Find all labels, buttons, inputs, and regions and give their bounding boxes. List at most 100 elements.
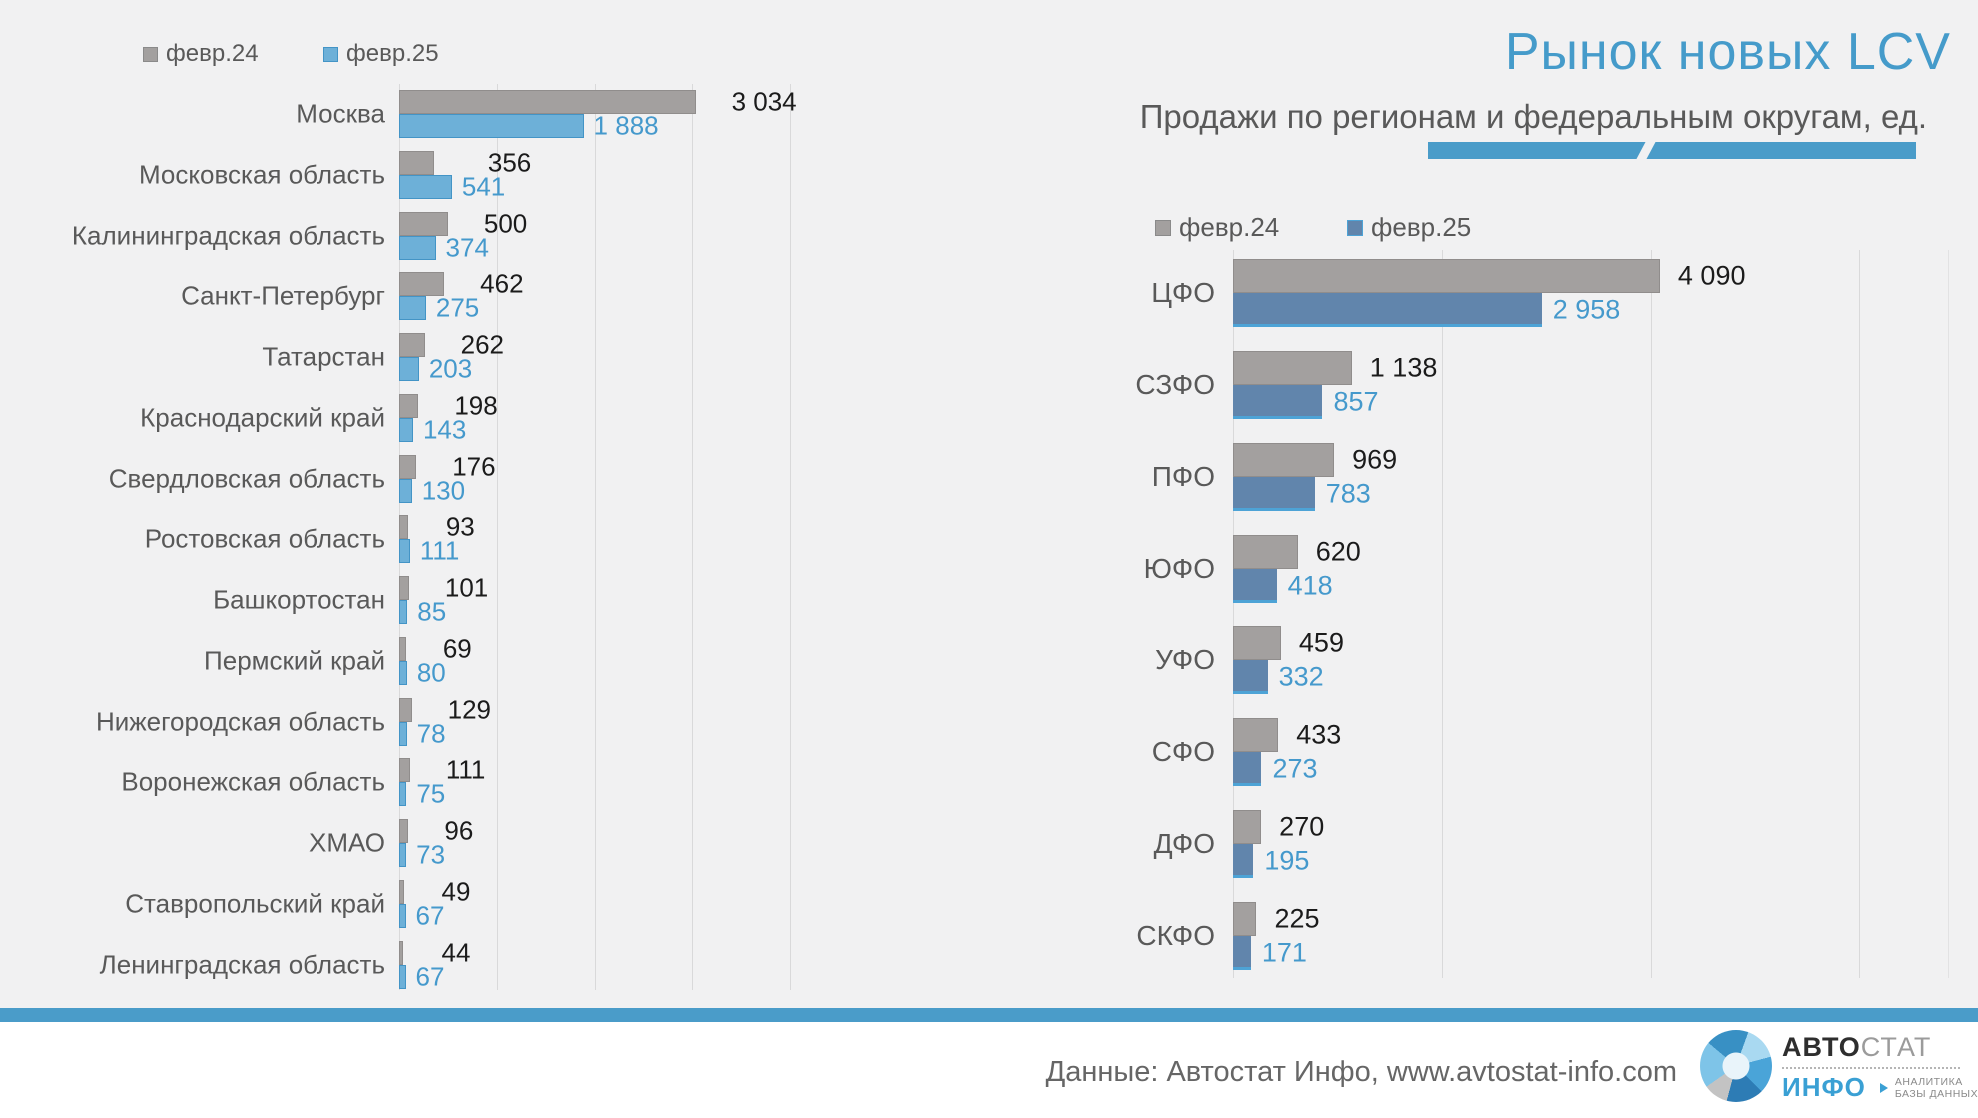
- category-label-6: ДФО: [1153, 828, 1215, 860]
- value-feb24-3: 462: [480, 268, 524, 299]
- bar-feb25-9: [399, 660, 407, 685]
- gridline-3000: [692, 84, 694, 990]
- category-label-6: Свердловская область: [108, 463, 385, 493]
- logo-dotted-divider: [1782, 1067, 1960, 1069]
- left-legend-swatch-feb25: [323, 46, 338, 62]
- bar-feb25-5: [399, 417, 413, 442]
- right-legend-swatch-feb24: [1155, 219, 1171, 236]
- value-feb24-5: 198: [454, 390, 498, 421]
- bar-feb24-7: [399, 515, 409, 540]
- bar-feb24-5: [399, 393, 419, 418]
- bar-feb25-6: [1233, 844, 1254, 879]
- category-label-12: ХМАО: [309, 827, 385, 858]
- regions-plot: [399, 84, 791, 990]
- bar-feb25-7: [399, 539, 410, 564]
- value-feb24-1: 1 138: [1369, 352, 1438, 383]
- logo-info-label: ИНФО: [1782, 1072, 1866, 1102]
- value-feb24-8: 101: [444, 572, 489, 603]
- value-feb24-1: 356: [487, 147, 532, 178]
- bar-feb24-0: [1233, 259, 1660, 293]
- right-legend-item-feb25: февр.25: [1347, 212, 1471, 243]
- value-feb25-1: 857: [1333, 386, 1379, 417]
- bar-feb25-12: [399, 843, 407, 867]
- value-feb25-2: 783: [1325, 478, 1371, 509]
- value-feb24-11: 111: [445, 754, 486, 785]
- bottom-accent-band: [0, 1008, 1978, 1022]
- value-feb24-2: 969: [1352, 444, 1398, 475]
- category-label-1: Московская область: [138, 159, 385, 190]
- bar-feb24-7: [1233, 902, 1257, 937]
- data-source-text: Данные: Автостат Инфо, www.avtostat-info…: [1045, 1056, 1677, 1088]
- value-feb24-10: 129: [447, 694, 491, 724]
- right-legend-swatch-feb25: [1347, 219, 1363, 236]
- bar-feb25-13: [399, 903, 406, 928]
- value-feb25-4: 332: [1278, 661, 1324, 692]
- bar-feb25-2: [1233, 476, 1315, 511]
- value-feb25-6: 130: [421, 475, 466, 505]
- avtostat-info-logo: АВТОСТАТ ИНФО АНАЛИТИКА БАЗЫ ДАННЫХ: [1700, 1024, 1978, 1112]
- value-feb24-4: 262: [460, 329, 504, 360]
- category-label-1: СЗФО: [1135, 368, 1215, 400]
- value-feb25-10: 78: [416, 718, 446, 748]
- page-subtitle: Продажи по регионам и федеральным округа…: [1139, 98, 1927, 135]
- value-feb24-4: 459: [1298, 627, 1344, 658]
- value-feb24-7: 93: [445, 511, 475, 542]
- gridline-2000: [594, 84, 596, 990]
- bottom-white-strip: [0, 1022, 1978, 1118]
- bar-feb24-4: [399, 333, 425, 357]
- logo-text-block: АВТОСТАТ ИНФО АНАЛИТИКА БАЗЫ ДАННЫХ: [1782, 1032, 1978, 1103]
- category-label-5: СФО: [1151, 736, 1215, 768]
- value-feb24-9: 69: [442, 633, 472, 664]
- category-label-14: Ленинградская область: [99, 949, 385, 979]
- bar-feb25-3: [1233, 568, 1277, 603]
- bar-feb24-6: [399, 454, 417, 479]
- gridline-0: [1233, 250, 1234, 978]
- left-legend-swatch-feb24: [143, 46, 158, 62]
- category-label-9: Пермский край: [204, 645, 385, 676]
- bar-feb24-3: [399, 272, 445, 297]
- value-feb25-1: 541: [461, 171, 506, 202]
- value-feb24-7: 225: [1274, 903, 1320, 934]
- bar-feb24-0: [399, 90, 696, 114]
- title-underline-bar: [1428, 139, 1916, 162]
- bar-feb25-0: [399, 114, 584, 138]
- bar-feb24-8: [399, 576, 409, 600]
- bar-feb24-11: [399, 758, 410, 783]
- value-feb25-11: 75: [416, 778, 446, 809]
- category-label-10: Нижегородская область: [95, 706, 385, 736]
- logo-brand-avto: АВТО: [1782, 1032, 1861, 1062]
- bar-feb24-5: [1233, 718, 1279, 753]
- category-label-0: Москва: [296, 98, 385, 129]
- logo-tagline-databases: БАЗЫ ДАННЫХ: [1894, 1087, 1978, 1100]
- category-label-11: Воронежская область: [121, 766, 385, 797]
- value-feb24-14: 44: [441, 937, 471, 967]
- bar-feb24-14: [399, 940, 404, 965]
- bar-feb25-10: [399, 721, 407, 746]
- plot-right-edge: [1948, 250, 1949, 978]
- bar-feb25-5: [1233, 752, 1262, 787]
- category-label-4: УФО: [1155, 644, 1215, 676]
- value-feb24-2: 500: [483, 208, 528, 238]
- value-feb24-5: 433: [1296, 719, 1342, 750]
- right-legend-label-feb25: февр.25: [1371, 212, 1472, 242]
- category-label-7: Ростовская область: [144, 523, 385, 554]
- value-feb25-8: 85: [417, 596, 447, 627]
- value-feb25-3: 275: [435, 292, 480, 323]
- category-label-5: Краснодарский край: [140, 402, 385, 433]
- value-feb25-0: 2 958: [1552, 294, 1621, 325]
- left-legend-item-feb24: февр.24: [143, 40, 259, 68]
- value-feb25-12: 73: [416, 839, 446, 870]
- districts-plot: [1233, 250, 1949, 978]
- bar-feb24-4: [1233, 626, 1281, 661]
- value-feb25-0: 1 888: [593, 110, 659, 141]
- value-feb24-13: 49: [441, 876, 471, 907]
- logo-tagline-analytics: АНАЛИТИКА: [1894, 1075, 1963, 1088]
- left-legend-item-feb25: февр.25: [323, 40, 439, 68]
- value-feb25-2: 374: [445, 232, 489, 262]
- value-feb24-3: 620: [1315, 536, 1361, 567]
- bar-feb25-0: [1233, 293, 1542, 327]
- left-legend-label-feb24: февр.24: [166, 40, 259, 67]
- category-label-13: Ставропольский край: [125, 888, 385, 919]
- category-label-7: СКФО: [1136, 920, 1215, 952]
- category-label-3: ЮФО: [1143, 552, 1215, 584]
